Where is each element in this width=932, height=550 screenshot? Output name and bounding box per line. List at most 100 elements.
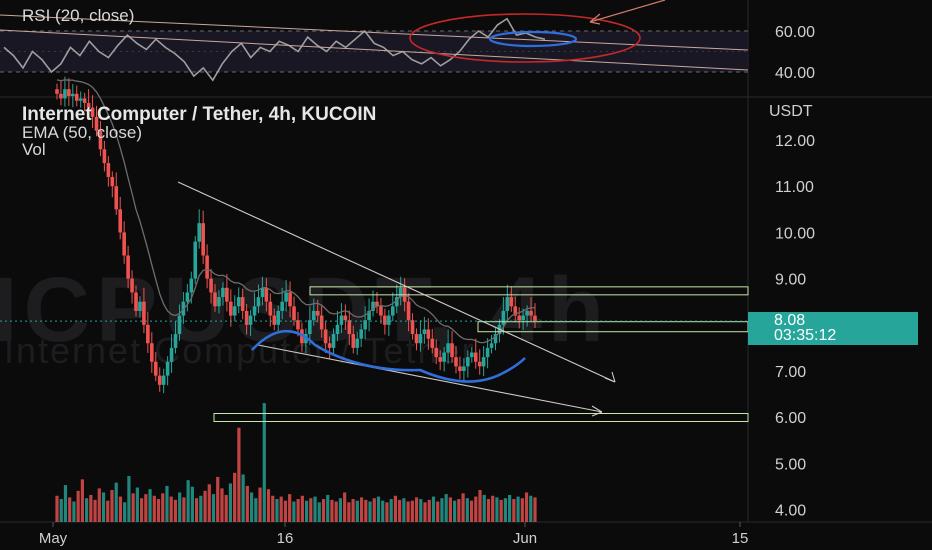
candle-body (525, 310, 529, 316)
candle-body (533, 315, 537, 322)
volume-bar (465, 498, 469, 522)
candle-body (371, 301, 375, 311)
volume-bar (190, 486, 194, 522)
candle-body (469, 352, 474, 358)
rsi-highlight-oval (488, 30, 578, 48)
volume-bar (123, 502, 127, 522)
price-tick-label: 12.00 (775, 133, 815, 150)
candle-body (229, 301, 233, 316)
candle-body (493, 334, 498, 344)
candle-body (193, 241, 198, 279)
candle-body (323, 329, 328, 344)
volume-bar (89, 494, 93, 522)
candle-body (284, 292, 288, 302)
volume-bar (220, 488, 224, 522)
volume-bar (393, 495, 398, 522)
candle-body (114, 186, 119, 210)
volume-bar (80, 479, 84, 522)
candle-body (339, 315, 344, 325)
candle-body (529, 310, 533, 316)
candle-body (165, 361, 170, 376)
price-unit: USDT (769, 103, 813, 120)
chart-title: Internet Computer / Tether, 4h, KUCOIN (22, 104, 377, 125)
volume-bar (385, 502, 389, 522)
candle-body (430, 338, 435, 348)
candle-body (426, 329, 431, 339)
candle-body (410, 320, 415, 335)
candle-body (477, 361, 482, 367)
ema-label: EMA (50, close) (22, 123, 142, 142)
volume-bar (402, 498, 406, 522)
candle-body (102, 149, 107, 164)
candle-body (406, 301, 411, 321)
volume-bar (508, 494, 512, 522)
candle-body (363, 320, 367, 330)
candle-body (197, 223, 202, 242)
volume-bar (436, 501, 440, 522)
volume-bar (317, 502, 321, 522)
price-tick-label: 5.00 (775, 456, 806, 473)
volume-bar (237, 427, 241, 522)
resistance-zone (309, 286, 749, 296)
trendline-upper-arrow (604, 371, 616, 383)
candle-body (256, 297, 261, 307)
candle-body (209, 278, 213, 293)
volume-bar (529, 495, 533, 522)
volume-bar (224, 494, 228, 522)
candle-body (351, 334, 356, 348)
candle-body (240, 297, 245, 311)
candle-body (485, 347, 490, 358)
volume-bar (55, 495, 59, 522)
candle-body (118, 209, 123, 233)
volume-bar (533, 497, 537, 522)
candle-body (517, 315, 521, 321)
candle-body (276, 310, 281, 325)
volume-bar (169, 496, 173, 522)
candle-body (335, 324, 340, 335)
volume-bar (131, 493, 135, 522)
volume-bar (228, 483, 233, 522)
volume-bar (76, 490, 80, 522)
volume-bar (233, 472, 237, 522)
volume-bar (389, 499, 393, 522)
candle-body (422, 329, 427, 335)
candle-body (442, 352, 446, 362)
candle-body (185, 292, 190, 302)
ema-line (56, 79, 536, 344)
volume-bar (448, 497, 452, 522)
candle-body (450, 343, 454, 358)
candle-body (217, 297, 221, 307)
volume-bar (216, 476, 220, 522)
rsi-arrow-head (589, 13, 601, 25)
candle-body (390, 306, 395, 316)
candle-body (473, 352, 478, 362)
candle-body (146, 324, 150, 344)
candle-body (311, 310, 316, 321)
volume-bar (469, 500, 474, 522)
price-tick-label: 4.00 (775, 503, 806, 520)
candle-body (59, 93, 63, 99)
last-price-badge: 8.08 03:35:12 (748, 312, 918, 345)
volume-bar (241, 474, 245, 522)
candle-body (462, 366, 466, 371)
candle-body (308, 320, 312, 335)
volume-bar (364, 499, 368, 522)
candle-body (248, 315, 253, 325)
candle-body (481, 357, 486, 367)
rsi-line (3, 17, 546, 82)
candle-body (505, 297, 510, 311)
candle-body (331, 334, 336, 348)
candle-body (173, 334, 178, 348)
volume-bar (338, 498, 343, 522)
bar-countdown: 03:35:12 (774, 327, 837, 344)
candle-body (153, 361, 158, 376)
price-tick-label: 7.00 (775, 364, 806, 381)
volume-bar (474, 496, 478, 522)
candle-body (142, 301, 146, 325)
volume-bar (275, 499, 279, 522)
volume-bar (258, 487, 262, 522)
volume-bar (186, 480, 190, 522)
volume-bar (97, 488, 101, 522)
volume-bar (300, 495, 304, 522)
